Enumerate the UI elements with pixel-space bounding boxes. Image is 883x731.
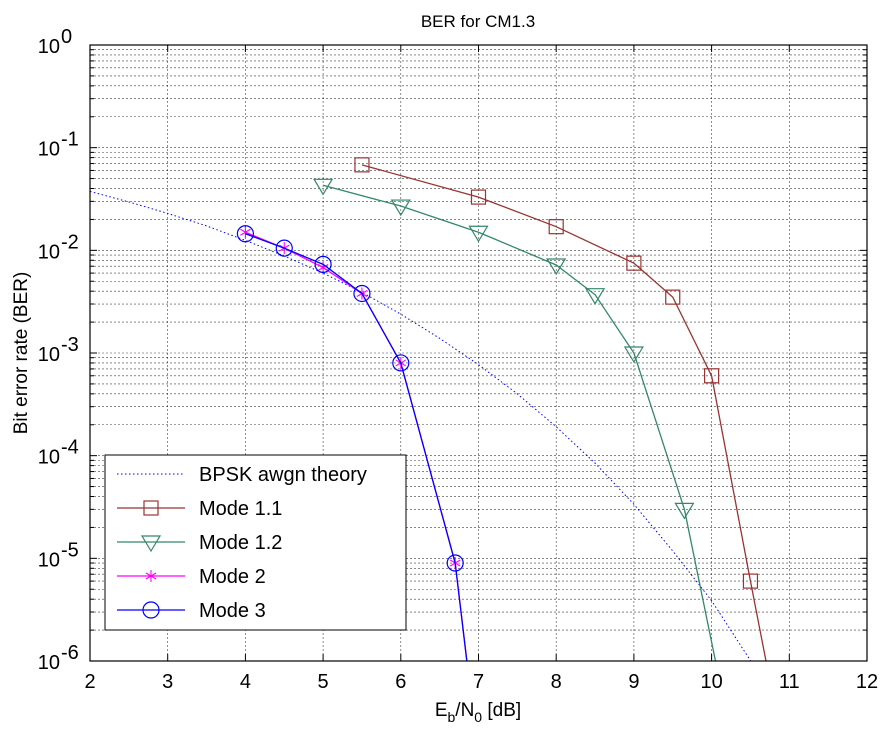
legend: BPSK awgn theory Mode 1.1 Mode 1.2 Mode 2 Mo… — [104, 454, 407, 631]
y-tick-base: 10 — [38, 344, 60, 366]
series-2 — [354, 157, 767, 661]
y-tick-label: 10 — [38, 652, 60, 674]
y-tick-exponent: -2 — [61, 231, 79, 253]
marker-circle — [392, 354, 410, 372]
y-tick-exponent: -6 — [61, 642, 79, 664]
y-tick-base: 10 — [38, 139, 60, 161]
y-tick-label: 10 — [38, 344, 60, 366]
legend-item: Mode 1.2 — [117, 532, 282, 554]
marker-triangle — [546, 258, 567, 276]
y-axis-label: Bit error rate (BER) — [11, 272, 32, 435]
legend-label: Mode 2 — [199, 566, 266, 588]
y-tick-label: 10 — [38, 36, 60, 58]
marker-circle — [446, 554, 464, 572]
x-label-main: E — [435, 700, 448, 721]
marker-asterisk-stroke — [145, 572, 157, 580]
marker-circle — [275, 239, 293, 257]
marker-square — [665, 289, 681, 305]
marker-asterisk — [145, 570, 157, 582]
marker-circle — [236, 225, 254, 243]
series-5 — [236, 225, 468, 661]
x-label-sub2: 0 — [474, 709, 482, 725]
legend-item: Mode 2 — [117, 566, 266, 588]
y-tick-base: 10 — [38, 447, 60, 469]
x-tick-label: 11 — [779, 671, 800, 693]
y-tick-label: 10 — [38, 139, 60, 161]
y-tick-exponent: -4 — [61, 437, 79, 459]
x-tick-label: 12 — [856, 671, 878, 693]
series-line — [322, 184, 717, 661]
marker-triangle — [674, 502, 695, 520]
x-tick-label: 4 — [240, 671, 251, 693]
marker-triangle — [468, 225, 489, 243]
x-tick-label: 3 — [162, 671, 173, 693]
y-tick-base: 10 — [38, 241, 60, 263]
marker-asterisk-stroke — [240, 228, 251, 236]
marker-triangle — [623, 346, 644, 364]
marker-square — [143, 500, 159, 516]
series-line — [245, 233, 468, 661]
x-tick-label: 9 — [628, 671, 639, 693]
marker-square — [626, 255, 642, 271]
marker-triangle — [313, 178, 334, 196]
x-tick-label: 5 — [318, 671, 329, 693]
y-tick-label: 10 — [38, 447, 60, 469]
x-label-sub1: b — [448, 709, 456, 725]
marker-circle — [314, 255, 332, 273]
legend-label: Mode 3 — [199, 600, 266, 622]
x-label-slash: /N — [455, 700, 474, 721]
legend-item: Mode 3 — [117, 600, 266, 622]
x-label-tail: [dB] — [482, 700, 521, 721]
marker-triangle — [390, 199, 411, 217]
marker-circle — [353, 284, 371, 303]
series-group — [90, 157, 767, 661]
marker-square — [470, 189, 487, 205]
marker-triangle — [140, 535, 162, 553]
y-tick-label: 10 — [38, 241, 60, 263]
legend-label: Mode 1.1 — [199, 498, 282, 520]
y-tick-exponent: -5 — [61, 539, 79, 561]
legend-item: BPSK awgn theory — [117, 464, 367, 486]
y-tick-base: 10 — [38, 652, 60, 674]
legend-label: Mode 1.2 — [199, 532, 282, 554]
legend-label: BPSK awgn theory — [199, 464, 367, 486]
marker-square — [354, 157, 370, 173]
series-3 — [313, 178, 717, 661]
y-tick-exponent: 0 — [61, 26, 72, 48]
marker-square — [742, 573, 759, 589]
x-tick-label: 8 — [551, 671, 562, 693]
legend-item: Mode 1.1 — [117, 498, 282, 520]
marker-triangle — [584, 288, 606, 305]
x-tick-label: 6 — [395, 671, 406, 693]
chart-title: BER for CM1.3 — [421, 12, 535, 31]
marker-square — [703, 368, 720, 384]
x-tick-label: 7 — [473, 671, 484, 693]
y-tick-base: 10 — [38, 549, 60, 571]
marker-circle — [142, 601, 160, 619]
x-axis-label: Eb/N0 [dB] — [435, 700, 521, 725]
marker-asterisk — [240, 226, 251, 239]
x-tick-label: 10 — [700, 671, 722, 693]
marker-square — [548, 219, 564, 235]
marker-asterisk — [317, 261, 329, 274]
x-tick-label: 2 — [84, 671, 95, 693]
marker-asterisk-stroke — [317, 264, 329, 272]
y-tick-label: 10 — [38, 549, 60, 571]
series-line — [361, 164, 767, 661]
y-tick-base: 10 — [38, 36, 60, 58]
y-tick-exponent: -3 — [61, 334, 79, 356]
y-tick-exponent: -1 — [61, 129, 79, 151]
